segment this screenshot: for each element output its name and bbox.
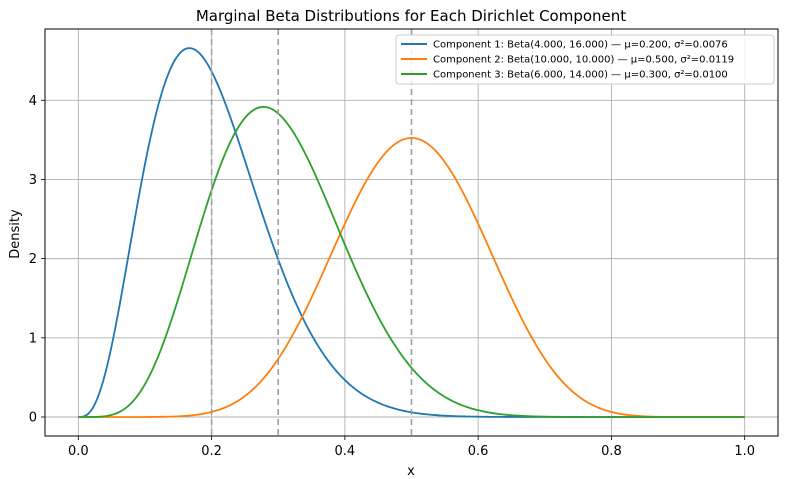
- chart-title: Marginal Beta Distributions for Each Dir…: [196, 7, 626, 25]
- legend-label-1: Component 1: Beta(4.000, 16.000) — μ=0.2…: [433, 40, 728, 51]
- y-tick-label: 0: [29, 410, 37, 425]
- y-tick-label: 1: [29, 331, 37, 346]
- x-tick-label: 0.4: [335, 444, 356, 459]
- x-tick-label: 0.0: [68, 444, 89, 459]
- x-tick-label: 1.0: [734, 444, 755, 459]
- y-axis-label: Density: [8, 209, 23, 259]
- legend-label-3: Component 3: Beta(6.000, 14.000) — μ=0.3…: [433, 70, 728, 81]
- series-line-3: [78, 106, 745, 418]
- legend: Component 1: Beta(4.000, 16.000) — μ=0.2…: [395, 34, 775, 85]
- plot-frame: [44, 28, 779, 437]
- ticks: 0.0 0.2 0.4 0.6 0.8 1.0 0 1 2 3 4: [29, 94, 755, 459]
- legend-box: [395, 34, 775, 85]
- y-tick-label: 4: [29, 94, 37, 109]
- x-tick-label: 0.2: [201, 444, 222, 459]
- y-tick-label: 3: [29, 173, 37, 188]
- mean-lines: [210, 29, 413, 436]
- legend-label-2: Component 2: Beta(10.000, 10.000) — μ=0.…: [433, 55, 734, 66]
- series-line-2: [78, 137, 745, 418]
- y-tick-label: 2: [29, 252, 37, 267]
- x-tick-label: 0.6: [468, 444, 489, 459]
- x-axis-label: x: [407, 464, 415, 479]
- x-tick-label: 0.8: [601, 444, 622, 459]
